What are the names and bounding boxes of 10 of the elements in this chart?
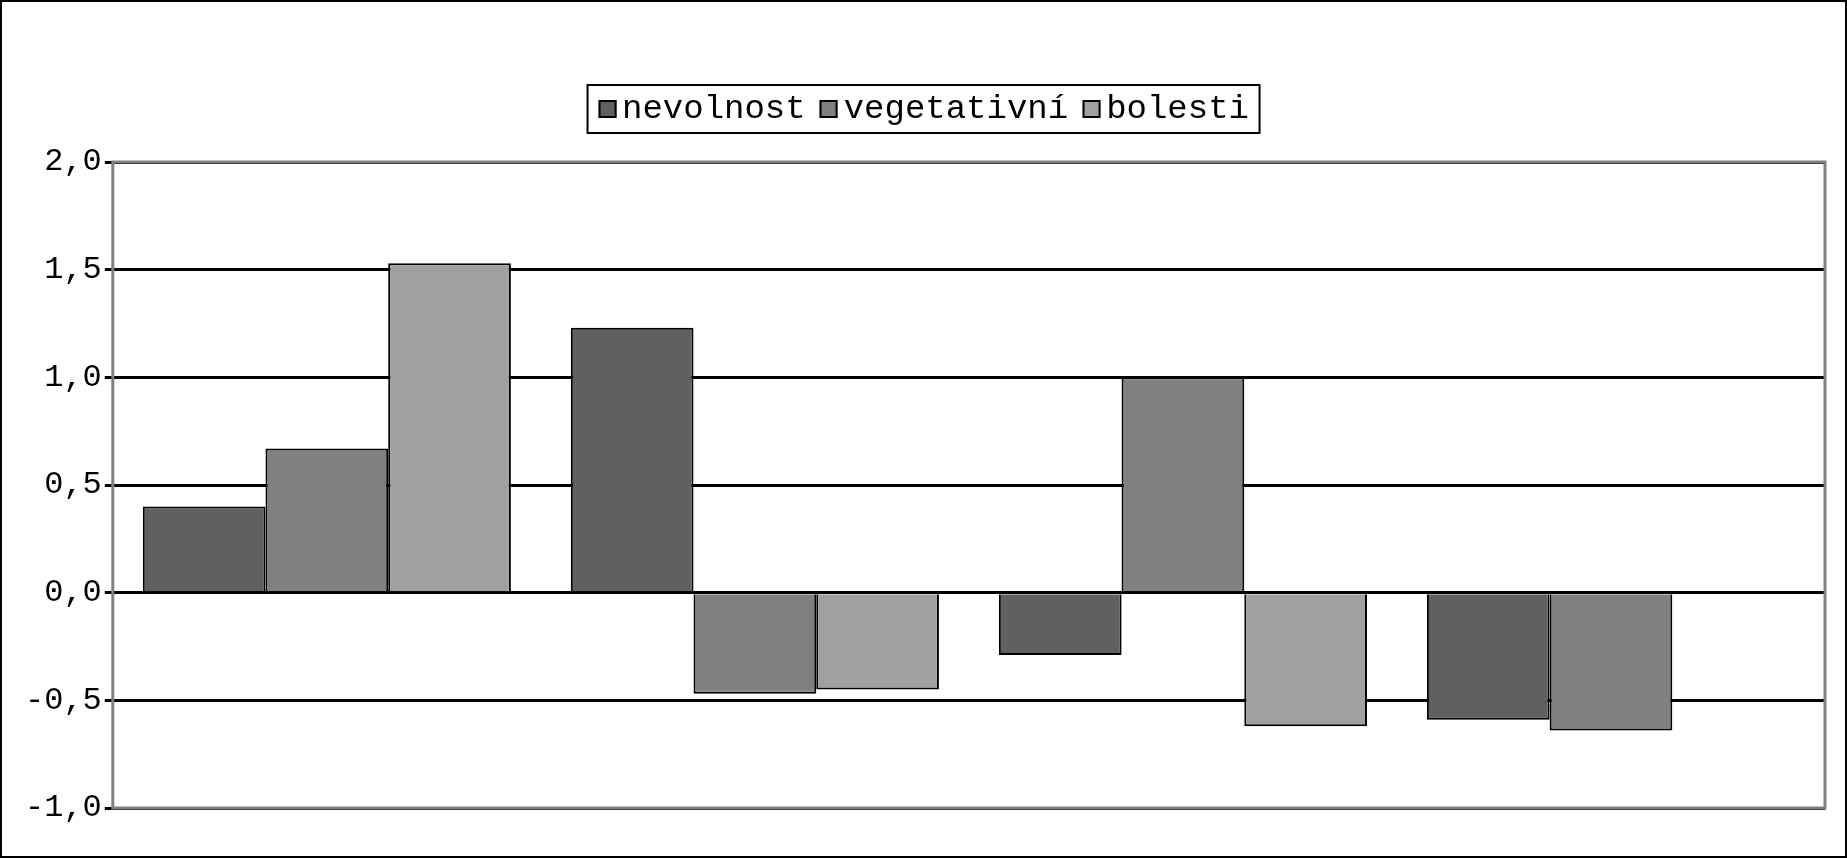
legend-label: bolesti bbox=[1106, 90, 1249, 128]
legend-label: nevolnost bbox=[622, 90, 806, 128]
y-tick-label: 1,0 bbox=[44, 358, 102, 396]
legend-label: vegetativní bbox=[843, 90, 1069, 128]
y-tick-label: 0,0 bbox=[44, 574, 102, 612]
y-tick-label: -1,0 bbox=[25, 789, 102, 827]
y-tick-label: 1,5 bbox=[44, 251, 102, 289]
y-tick-label: 2,0 bbox=[44, 143, 102, 181]
y-tick-label: 0,5 bbox=[44, 466, 102, 504]
y-tick-label: -0,5 bbox=[25, 681, 102, 719]
